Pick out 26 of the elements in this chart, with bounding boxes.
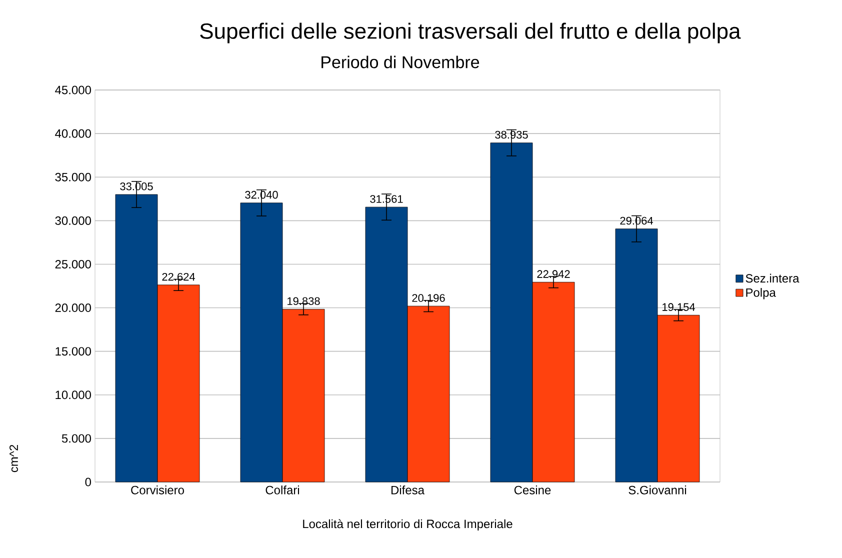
data-label: 22.942 (537, 270, 570, 278)
x-tick-label: Corvisiero (131, 486, 184, 494)
y-tick-label: 30.000 (55, 216, 92, 225)
data-label: 19.838 (288, 297, 320, 305)
y-tick-label: 45.000 (55, 86, 92, 94)
y-tick-label: 5.000 (62, 434, 92, 443)
x-axis-title: Località nel territorio di Rocca Imperiale (303, 519, 512, 531)
y-tick-label: 0 (85, 478, 92, 486)
legend-label: Polpa (746, 288, 776, 300)
y-tick-label: 40.000 (55, 129, 92, 138)
y-tick-label: 10.000 (56, 390, 92, 400)
x-tick-label: Difesa (391, 486, 424, 494)
y-tick-label: 35.000 (55, 172, 92, 182)
y-tick-label: 25.000 (55, 260, 92, 268)
y-tick-label: 20.000 (55, 304, 92, 312)
data-label: 22.624 (162, 272, 195, 281)
legend-label: Sez.intera (746, 274, 800, 283)
chart-title: Superfici delle sezioni trasversali del frutto e della polpa (200, 22, 741, 44)
x-tick-label: Cesine (514, 486, 551, 494)
x-tick-label: S.Giovanni (628, 486, 686, 494)
data-label: 20.196 (412, 294, 445, 302)
y-axis-title: cm^2 (10, 444, 18, 472)
data-label: 19.154 (662, 303, 695, 311)
chart-subtitle: Periodo di Novembre (322, 56, 480, 68)
y-tick-label: 15.000 (56, 347, 92, 356)
x-tick-label: Colfari (266, 486, 300, 494)
